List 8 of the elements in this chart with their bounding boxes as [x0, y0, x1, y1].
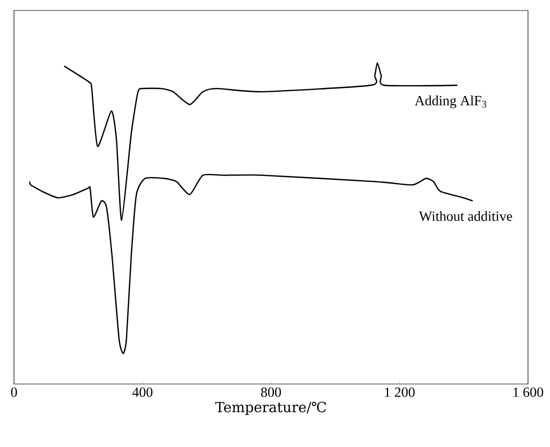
- x-tick-label: 1 200: [385, 388, 415, 397]
- x-axis-title: Temperature/℃: [215, 402, 326, 416]
- x-tick-label: 400: [132, 388, 152, 397]
- annotation: Adding AlF$_{3}$: [414, 96, 486, 108]
- x-tick-label: 800: [261, 388, 281, 397]
- x-tick-label: 1 600: [514, 388, 544, 397]
- x-tick-label: 0: [11, 388, 17, 397]
- annotation: Without additive: [419, 211, 512, 222]
